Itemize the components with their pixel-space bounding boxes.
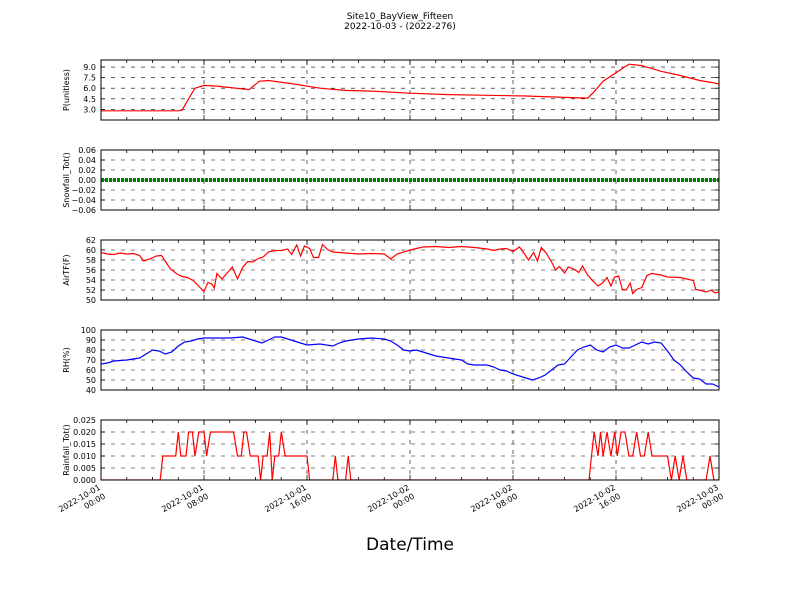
y-tick-label: −0.02 [71,186,96,195]
y-tick-label: 0.06 [78,146,96,155]
y-tick-label: 0.005 [73,464,96,473]
axes-frame [100,149,720,211]
y-tick-label: −0.04 [71,196,96,205]
chart-subtitle: 2022-10-03 - (2022-276) [344,22,456,32]
axes-frame [100,239,720,301]
series-line [101,243,719,295]
y-tick-label: 100 [81,326,96,335]
y-tick-label: 70 [86,356,96,365]
y-tick-label: 50 [86,296,96,305]
y-tick-label: 0.015 [73,440,96,449]
y-tick-label: 0.010 [73,452,96,461]
axes-frame [100,329,720,391]
y-axis-label: AirTF(F) [62,254,71,285]
y-tick-label: 56 [86,266,96,275]
y-tick-label: 60 [86,246,96,255]
y-tick-label: 0.00 [78,176,96,185]
y-tick-label: 0.000 [73,476,96,485]
y-tick-label: 0.02 [78,166,96,175]
y-tick-label: 0.020 [73,428,96,437]
y-axis-label: Rainfall_Tot() [62,424,71,476]
y-tick-label: 52 [86,286,96,295]
y-tick-label: 7.5 [83,74,96,83]
y-tick-label: 54 [86,276,96,285]
y-tick-label: 50 [86,376,96,385]
series-line [101,336,719,388]
x-tick-label: 2022-10-0100:00 [57,483,107,523]
axes-frame [100,419,720,481]
y-tick-label: −0.06 [71,206,96,215]
y-tick-label: 0.04 [78,156,96,165]
y-tick-label: 90 [86,336,96,345]
y-tick-label: 58 [86,256,96,265]
x-tick-label: 2022-10-0108:00 [160,483,210,523]
y-tick-label: 60 [86,366,96,375]
x-tick-label: 2022-10-0300:00 [675,483,725,523]
y-tick-label: 9.0 [83,63,96,72]
y-axis-label: Snowfall_Tot() [62,152,71,208]
y-axis-label: RH(%) [62,347,71,372]
y-axis-label: P(unitless) [62,69,71,111]
y-tick-label: 40 [86,386,96,395]
panel-5: 0.000 0.005 0.010 0.015 0.020 0.025Rainfall_T… [62,416,720,485]
series-line [101,431,719,480]
series-line [101,63,719,112]
y-tick-label: 4.5 [83,95,96,104]
x-axis-label: Date/Time [366,535,454,555]
y-tick-label: 6.0 [83,84,96,93]
subplot-panels: 3.04.5 6.07.5 9.0 P(unitless) −0.06−0.04−0.0… [62,59,720,485]
x-tick-label: 2022-10-0216:00 [572,483,622,523]
panel-1: 3.04.5 6.07.5 9.0 P(unitless) [62,59,720,121]
y-tick-label: 0.025 [73,416,96,425]
axes-frame [100,59,720,121]
x-tick-label: 2022-10-0200:00 [366,483,416,523]
panel-2: −0.06−0.04−0.020.000.020.040.06 Snowfall_… [62,146,720,215]
chart-title: Site10_BayView_Fifteen [347,12,453,22]
y-tick-label: 3.0 [83,105,96,114]
x-tick-labels: 2022-10-0100:00 2022-10-0108:00 2022-10-01… [57,483,725,523]
x-tick-label: 2022-10-0208:00 [469,483,519,523]
y-tick-label: 80 [86,346,96,355]
y-tick-label: 62 [86,236,96,245]
x-tick-label: 2022-10-0116:00 [263,483,313,523]
